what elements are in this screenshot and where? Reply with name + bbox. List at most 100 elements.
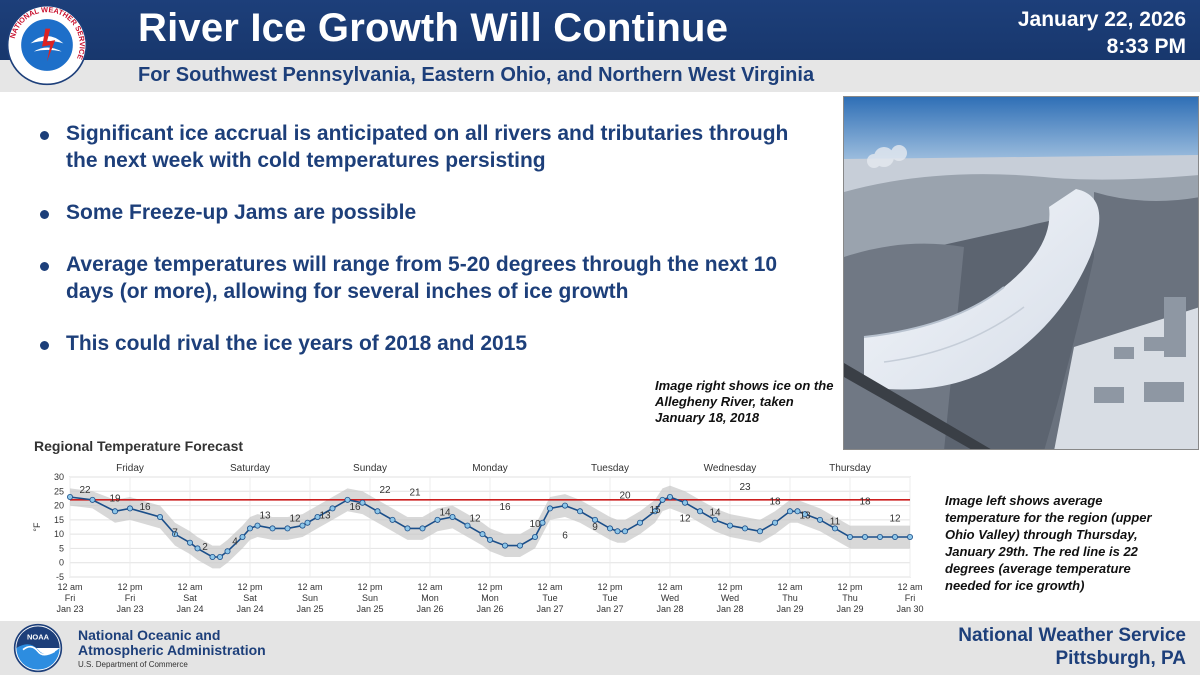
x-tick-label: 12 am (417, 582, 442, 592)
bullet-icon (40, 341, 49, 350)
temperature-point (652, 508, 659, 515)
uncertainty-band (70, 485, 910, 569)
x-tick-label: Tue (602, 593, 617, 603)
temperature-point (239, 534, 246, 541)
y-tick-label: 5 (59, 543, 64, 553)
temperature-data-label: 12 (289, 513, 301, 524)
y-tick-label: -5 (56, 572, 64, 582)
temperature-data-label: 22 (79, 485, 91, 496)
temperature-point (186, 539, 193, 546)
x-tick-label: Jan 29 (776, 604, 803, 614)
temperature-point (877, 534, 884, 541)
x-tick-label: 12 am (777, 582, 802, 592)
temperature-point (479, 531, 486, 538)
office-line2: Pittsburgh, PA (1055, 648, 1186, 669)
temperature-point (697, 508, 704, 515)
temperature-point (314, 514, 321, 521)
agency-name-line2: Atmospheric Administration (78, 642, 266, 658)
temperature-point (389, 516, 396, 523)
temperature-point (464, 522, 471, 529)
temperature-data-label: 9 (592, 522, 598, 533)
temperature-data-label: 12 (469, 513, 481, 524)
subheader-bar (0, 60, 1200, 92)
x-tick-label: Mon (421, 593, 439, 603)
temperature-data-label: 18 (769, 496, 781, 507)
temperature-point (329, 505, 336, 512)
x-tick-label: Jan 30 (896, 604, 923, 614)
temperature-point (772, 519, 779, 526)
temperature-point (434, 516, 441, 523)
temperature-data-label: 14 (709, 508, 721, 519)
temperature-data-label: 14 (439, 508, 451, 519)
temperature-point (112, 508, 119, 515)
page-subtitle: For Southwest Pennsylvania, Eastern Ohio… (138, 64, 815, 86)
x-tick-label: Jan 25 (296, 604, 323, 614)
temperature-point (832, 525, 839, 532)
temperature-point (682, 499, 689, 506)
x-tick-label: Sun (362, 593, 378, 603)
temperature-data-label: 23 (739, 482, 751, 493)
temperature-point (539, 519, 546, 526)
temperature-data-label: 16 (349, 502, 361, 513)
x-tick-label: 12 am (897, 582, 922, 592)
temperature-data-label: 6 (562, 531, 568, 542)
x-tick-label: 12 am (57, 582, 82, 592)
temperature-point (404, 525, 411, 532)
temperature-point (614, 528, 621, 535)
bullet-icon (40, 131, 49, 140)
temperature-point (194, 545, 201, 552)
temperature-data-label: 12 (679, 513, 691, 524)
y-tick-label: 20 (54, 501, 64, 511)
day-label: Monday (472, 463, 508, 474)
page-title: River Ice Growth Will Continue (138, 6, 729, 50)
x-tick-label: Wed (661, 593, 679, 603)
temperature-point (216, 554, 223, 561)
day-label: Sunday (353, 463, 387, 474)
agency-name-line1: National Oceanic and (78, 627, 221, 643)
temperature-point (254, 522, 261, 529)
temperature-data-label: 19 (109, 493, 121, 504)
temperature-data-label: 13 (799, 511, 811, 522)
temperature-data-label: 15 (649, 505, 661, 516)
temperature-point (862, 534, 869, 541)
temperature-data-label: 20 (619, 491, 631, 502)
chart-caption: Image left shows average temperature for… (945, 493, 1152, 593)
temperature-point (562, 502, 569, 509)
temperature-data-label: 13 (259, 511, 271, 522)
temperature-point (659, 496, 666, 503)
temperature-point (224, 548, 231, 555)
y-tick-label: 10 (54, 529, 64, 539)
temperature-point (209, 554, 216, 561)
temperature-data-label: 12 (889, 513, 901, 524)
day-label: Thursday (829, 463, 871, 474)
x-tick-label: Tue (542, 593, 557, 603)
x-tick-label: Thu (782, 593, 798, 603)
y-tick-label: 15 (54, 515, 64, 525)
temperature-point (157, 514, 164, 521)
x-tick-label: Jan 27 (596, 604, 623, 614)
x-tick-label: Jan 29 (836, 604, 863, 614)
x-tick-label: Sun (302, 593, 318, 603)
temperature-point (547, 505, 554, 512)
temperature-data-label: 16 (139, 502, 151, 513)
x-tick-label: Jan 27 (536, 604, 563, 614)
temperature-data-label: 16 (499, 502, 511, 513)
temperature-point (374, 508, 381, 515)
x-tick-label: Sat (183, 593, 197, 603)
x-tick-label: Fri (65, 593, 76, 603)
temperature-data-label: 11 (830, 516, 841, 527)
x-tick-label: Jan 28 (716, 604, 743, 614)
key-point: Some Freeze-up Jams are possible (34, 199, 814, 226)
temperature-forecast-chart: 30 25 20 15 10 5 0 -5 °F Friday Saturday Sunday Mond… (32, 463, 924, 614)
day-label: Wednesday (704, 463, 757, 474)
day-label: Tuesday (591, 463, 629, 474)
nws-logo-icon: NATIONAL WEATHER SERVICE (6, 4, 88, 86)
temperature-point (246, 525, 253, 532)
office-line1: National Weather Service (958, 625, 1186, 646)
temperature-point (304, 519, 311, 526)
x-tick-label: Jan 26 (476, 604, 503, 614)
river-ice-photo (843, 96, 1199, 450)
temperature-point (817, 516, 824, 523)
key-point: Average temperatures will range from 5-2… (34, 251, 814, 305)
